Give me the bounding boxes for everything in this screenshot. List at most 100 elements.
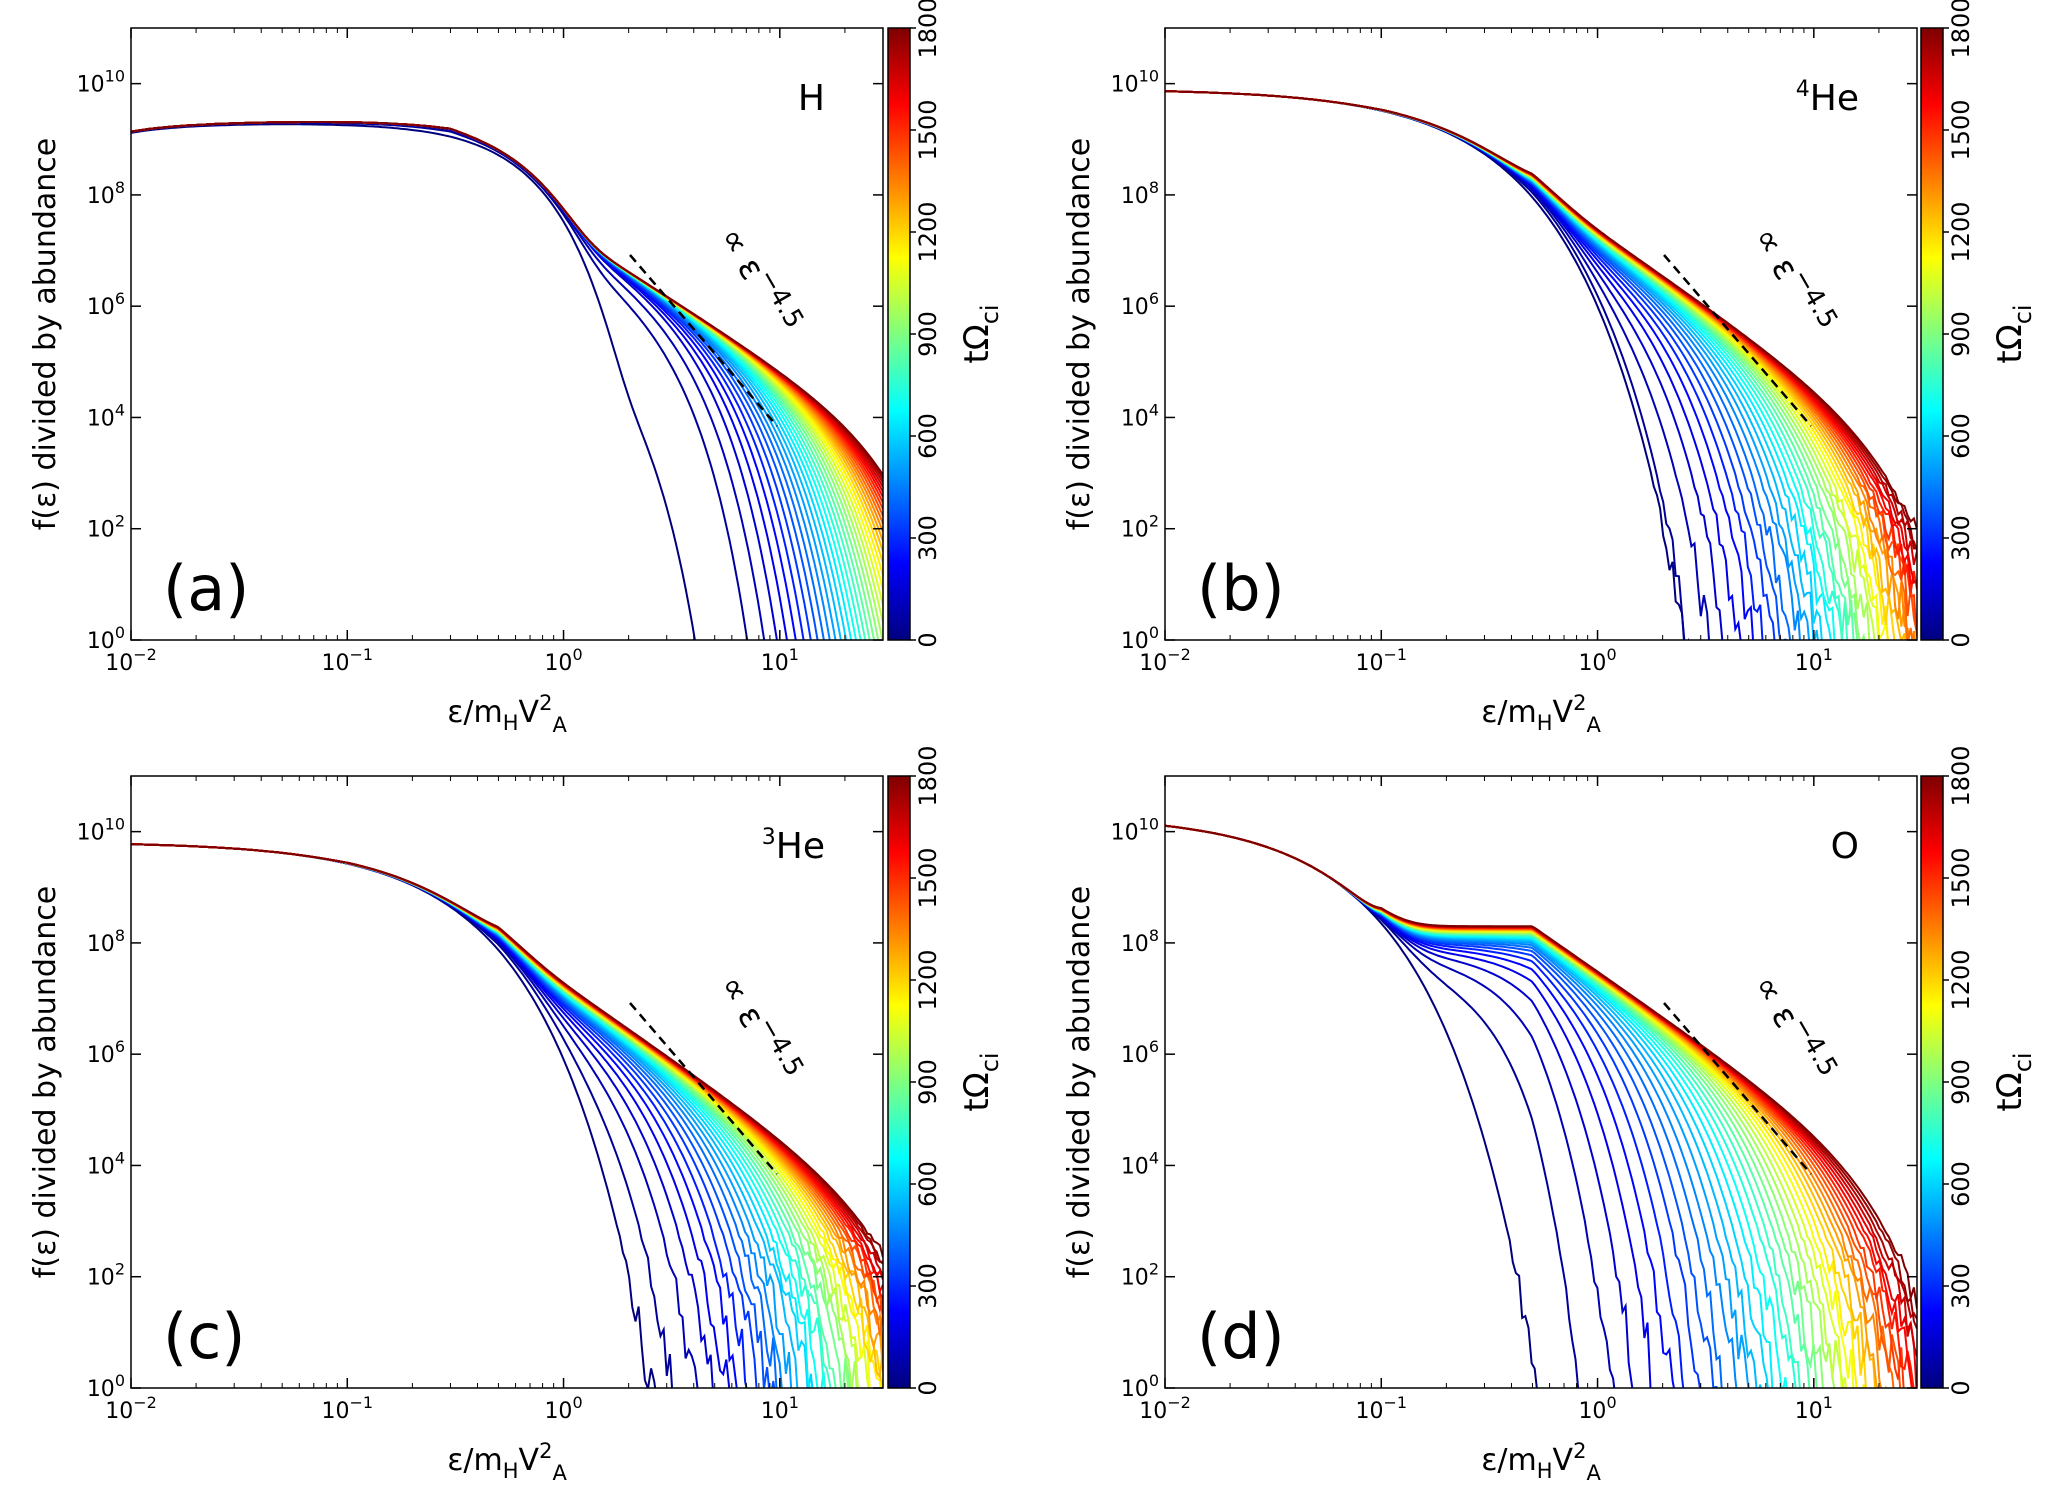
colorbar-tick-label: 0 <box>914 1380 942 1395</box>
colorbar-tick-label: 900 <box>1947 1059 1975 1105</box>
slope-annotation: ∝ ε−4.5 <box>1745 966 1843 1090</box>
x-tick-label: 101 <box>1795 645 1833 676</box>
x-axis-label: ε/mHV2A <box>1481 691 1601 737</box>
panel-b: 10−2 10−1 100 101 100 102 104 106 108 1010 ε/mHV2A… <box>1062 0 2037 737</box>
spectrum-curve <box>1165 90 1917 584</box>
colorbar-tick-label: 900 <box>914 311 942 357</box>
colorbar-tick-label: 0 <box>1947 1380 1975 1395</box>
y-tick-label: 104 <box>1121 1148 1159 1179</box>
x-tick-label: 10−2 <box>1139 645 1191 676</box>
panel-letter: (d) <box>1197 1300 1285 1373</box>
y-tick-label: 100 <box>87 1371 125 1402</box>
x-tick-label: 101 <box>1795 1393 1833 1424</box>
y-tick-label: 106 <box>87 289 125 320</box>
spectrum-curve <box>1165 90 1917 530</box>
x-tick-label: 101 <box>761 645 799 676</box>
colorbar <box>1920 775 1944 1389</box>
colorbar-tick-label: 600 <box>1947 413 1975 459</box>
y-tick-label: 102 <box>87 512 125 543</box>
y-axis-label: f(ε) divided by abundance <box>1062 138 1097 530</box>
colorbar-tick-label: 600 <box>914 413 942 459</box>
colorbar-label: tΩci <box>1990 304 2037 363</box>
colorbar-tick-label: 1200 <box>914 949 942 1010</box>
panel-letter: (b) <box>1197 552 1285 625</box>
species-label: H <box>798 78 825 119</box>
colorbar-tick-label: 1500 <box>1947 847 1975 908</box>
colorbar-label: tΩci <box>957 304 1004 363</box>
y-tick-label: 1010 <box>1111 815 1159 846</box>
x-axis-label: ε/mHV2A <box>447 691 567 737</box>
colorbar-tick-label: 1200 <box>1947 949 1975 1010</box>
x-tick-label: 100 <box>544 1393 582 1424</box>
x-tick-label: 100 <box>544 645 582 676</box>
panel-d: 10−2 10−1 100 101 100 102 104 106 108 1010 ε/mHV2A… <box>1062 745 2037 1485</box>
spectrum-curve <box>131 121 883 606</box>
species-label: 4He <box>1796 77 1859 119</box>
power-law-guide <box>1663 1002 1812 1175</box>
colorbar-tick-label: 600 <box>1947 1161 1975 1207</box>
plot-frame <box>1164 775 1918 1389</box>
power-law-guide <box>629 1002 778 1175</box>
spectrum-curve <box>131 843 883 1295</box>
y-tick-label: 106 <box>87 1037 125 1068</box>
x-tick-label: 10−1 <box>321 645 373 676</box>
x-tick-label: 100 <box>1578 645 1616 676</box>
spectrum-curve <box>1165 90 1917 566</box>
panel-c: 10−2 10−1 100 101 100 102 104 106 108 1010 ε/mHV2A… <box>28 745 1004 1485</box>
colorbar-tick-label: 1800 <box>914 745 942 806</box>
x-tick-label: 10−2 <box>105 1393 157 1424</box>
y-axis-label: f(ε) divided by abundance <box>28 886 63 1278</box>
y-tick-label: 1010 <box>1111 67 1159 98</box>
spectrum-curve <box>131 121 883 504</box>
y-tick-label: 100 <box>87 623 125 654</box>
y-tick-label: 102 <box>87 1260 125 1291</box>
curves-group <box>1165 90 1917 640</box>
spectrum-curve <box>131 121 883 564</box>
panel-a: 10−2 10−1 100 101 100 102 104 106 108 1010 ε/mHV2A… <box>28 0 1004 737</box>
colorbar-tick-label: 1800 <box>1947 745 1975 806</box>
spectrum-curve <box>131 843 883 1277</box>
y-tick-label: 108 <box>87 178 125 209</box>
power-law-guide <box>1663 254 1812 427</box>
species-label: 3He <box>762 825 825 867</box>
spectrum-curve <box>131 843 883 1314</box>
spectrum-curve <box>131 121 883 591</box>
colorbar-tick-label: 1200 <box>914 201 942 262</box>
colorbar-tick-label: 600 <box>914 1161 942 1207</box>
colorbar-tick-label: 900 <box>1947 311 1975 357</box>
y-tick-label: 102 <box>1121 512 1159 543</box>
colorbar-tick-label: 1500 <box>914 847 942 908</box>
spectrum-curve <box>131 121 883 577</box>
spectrum-curve <box>131 121 883 517</box>
colorbar-tick-label: 0 <box>914 632 942 647</box>
y-tick-label: 108 <box>87 926 125 957</box>
colorbar-tick-label: 1500 <box>1947 99 1975 160</box>
colorbar-label: tΩci <box>1990 1052 2037 1111</box>
curves-group <box>131 843 883 1388</box>
spectrum-curve <box>131 121 883 542</box>
x-tick-label: 10−1 <box>1355 645 1407 676</box>
slope-annotation: ∝ ε−4.5 <box>711 966 809 1090</box>
spectrum-curve <box>1165 824 1917 1330</box>
plot-frame <box>130 27 884 641</box>
y-tick-label: 1010 <box>77 67 125 98</box>
y-tick-label: 106 <box>1121 289 1159 320</box>
spectrum-curve <box>1165 90 1917 585</box>
y-axis-label: f(ε) divided by abundance <box>28 138 63 530</box>
y-tick-label: 100 <box>1121 1371 1159 1402</box>
panel-letter: (c) <box>163 1300 245 1373</box>
x-tick-label: 10−2 <box>105 645 157 676</box>
species-label: O <box>1831 826 1859 867</box>
x-tick-label: 10−1 <box>1355 1393 1407 1424</box>
y-tick-label: 104 <box>87 400 125 431</box>
colorbar-tick-label: 1200 <box>1947 201 1975 262</box>
spectrum-curve <box>131 843 883 1258</box>
power-law-guide <box>629 254 778 427</box>
y-tick-label: 104 <box>87 1148 125 1179</box>
y-tick-label: 1010 <box>77 815 125 846</box>
spectrum-curve <box>131 843 883 1281</box>
y-tick-label: 108 <box>1121 926 1159 957</box>
x-tick-label: 10−2 <box>1139 1393 1191 1424</box>
colorbar-tick-label: 1500 <box>914 99 942 160</box>
